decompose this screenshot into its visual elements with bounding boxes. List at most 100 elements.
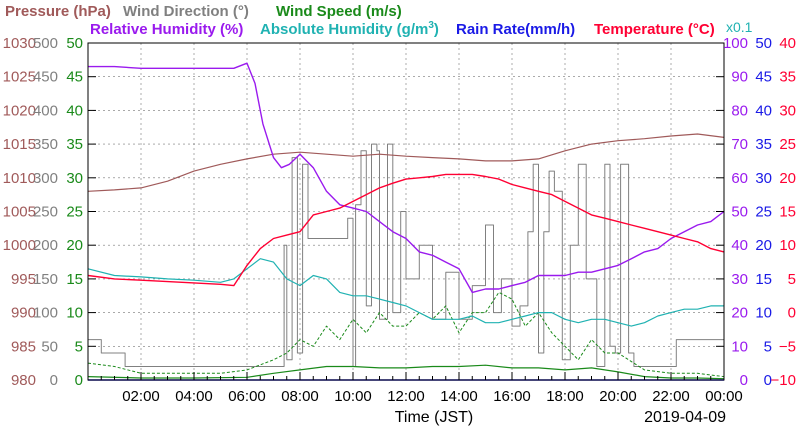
right-tick-rain_rate: 20 [755, 237, 772, 254]
legend-absolute-humidity-close: ) [434, 21, 439, 38]
right-tick-temperature: 30 [779, 102, 796, 119]
series-layer [87, 62, 725, 381]
right-tick-temperature: 5 [788, 271, 796, 288]
left-tick-wind_speed: 25 [66, 204, 83, 221]
left-axes: 1030102510201015101010051000995990985980… [3, 35, 96, 389]
x-tick-label: 00:00 [705, 388, 743, 405]
right-tick-relative_humidity: 20 [731, 305, 748, 322]
left-tick-pressure: 1010 [3, 170, 36, 187]
right-tick-rain_rate: 50 [755, 35, 772, 52]
left-tick-pressure: 1030 [3, 35, 36, 52]
right-tick-temperature: 40 [779, 35, 796, 52]
left-tick-wind_direction: 200 [33, 237, 58, 254]
series-pressure [87, 133, 725, 192]
left-tick-wind_direction: 450 [33, 69, 58, 86]
right-tick-rain_rate: 25 [755, 204, 772, 221]
legend-relative-humidity: Relative Humidity (%) [90, 21, 243, 38]
left-tick-wind_speed: 15 [66, 271, 83, 288]
right-tick-relative_humidity: 80 [731, 102, 748, 119]
left-tick-pressure: 995 [11, 271, 36, 288]
legend-absolute-humidity-label: Absolute Humidity (g/m [260, 21, 428, 38]
right-tick-rain_rate: 30 [755, 170, 772, 187]
left-tick-wind_speed: 35 [66, 136, 83, 153]
legend-temperature: Temperature (°C) [594, 21, 715, 38]
left-tick-pressure: 1005 [3, 204, 36, 221]
left-tick-pressure: 985 [11, 338, 36, 355]
left-tick-pressure: 1025 [3, 69, 36, 86]
x-axis-title: Time (JST) [395, 409, 474, 426]
date-label: 2019-04-09 [644, 409, 726, 426]
right-tick-relative_humidity: 0 [740, 372, 748, 389]
left-tick-wind_direction: 350 [33, 136, 58, 153]
x-tick-label: 04:00 [175, 388, 213, 405]
left-tick-wind_direction: 100 [33, 305, 58, 322]
right-tick-relative_humidity: 70 [731, 136, 748, 153]
left-tick-wind_speed: 10 [66, 305, 83, 322]
left-tick-wind_direction: 50 [41, 338, 58, 355]
x-tick-label: 22:00 [652, 388, 690, 405]
left-tick-wind_direction: 0 [50, 372, 58, 389]
series-wind-direction [88, 143, 724, 367]
grid [88, 43, 724, 380]
left-tick-wind_direction: 400 [33, 102, 58, 119]
left-tick-wind_speed: 40 [66, 102, 83, 119]
right-tick-rain_rate: 5 [764, 338, 772, 355]
left-tick-wind_direction: 250 [33, 204, 58, 221]
left-tick-pressure: 1000 [3, 237, 36, 254]
x-tick-label: 08:00 [281, 388, 319, 405]
legend-absolute-humidity-sup: 3 [428, 20, 434, 31]
right-tick-temperature: 10 [779, 237, 796, 254]
x-tick-label: 06:00 [228, 388, 266, 405]
x-tick-label: 20:00 [599, 388, 637, 405]
left-tick-wind_speed: 20 [66, 237, 83, 254]
right-tick-relative_humidity: 10 [731, 338, 748, 355]
legend-pressure: Pressure (hPa) [5, 3, 111, 20]
right-tick-temperature: 35 [779, 69, 796, 86]
right-tick-rain_rate: 10 [755, 305, 772, 322]
right-tick-temperature: −10 [771, 372, 796, 389]
right-tick-relative_humidity: 40 [731, 237, 748, 254]
left-tick-wind_direction: 300 [33, 170, 58, 187]
series-temperature [87, 173, 725, 287]
x-tick-label: 12:00 [387, 388, 425, 405]
series-absolute-humidity [87, 258, 724, 327]
series-wind-speed-avg [87, 364, 725, 380]
left-tick-wind_speed: 30 [66, 170, 83, 187]
right-tick-rain_rate: 15 [755, 271, 772, 288]
right-tick-temperature: −5 [779, 338, 796, 355]
series-relative-humidity [88, 62, 725, 294]
right-tick-temperature: 0 [788, 305, 796, 322]
x-tick-label: 14:00 [440, 388, 478, 405]
legend-absolute-humidity: Absolute Humidity (g/m3) [260, 20, 439, 38]
right-tick-rain_rate: 40 [755, 102, 772, 119]
left-tick-pressure: 1020 [3, 102, 36, 119]
right-tick-relative_humidity: 60 [731, 170, 748, 187]
left-tick-wind_speed: 0 [75, 372, 83, 389]
legend-wind-direction: Wind Direction (°) [123, 3, 249, 20]
right-tick-relative_humidity: 100 [723, 35, 748, 52]
right-axes: 1009080706050403020100504540353025201510… [716, 35, 796, 389]
x-tick-label: 02:00 [122, 388, 160, 405]
left-tick-wind_speed: 50 [66, 35, 83, 52]
x-axis: 02:00 04:00 06:00 08:00 10:00 12:00 14:00 16:00… [87, 372, 743, 405]
right-tick-relative_humidity: 90 [731, 69, 748, 86]
right-tick-rain_rate: 35 [755, 136, 772, 153]
left-tick-wind_direction: 500 [33, 35, 58, 52]
x-tick-label: 16:00 [493, 388, 531, 405]
left-tick-pressure: 1015 [3, 136, 36, 153]
left-tick-wind_direction: 150 [33, 271, 58, 288]
right-tick-temperature: 25 [779, 136, 796, 153]
left-tick-pressure: 990 [11, 305, 36, 322]
legend: Pressure (hPa) Wind Direction (°) Wind S… [5, 3, 753, 38]
left-tick-pressure: 980 [11, 372, 36, 389]
legend-wind-speed: Wind Speed (m/s) [276, 3, 402, 20]
legend-rain-rate: Rain Rate(mm/h) [456, 21, 575, 38]
right-tick-temperature: 20 [779, 170, 796, 187]
right-tick-rain_rate: 0 [764, 372, 772, 389]
right-tick-temperature: 15 [779, 204, 796, 221]
right-tick-relative_humidity: 30 [731, 271, 748, 288]
left-tick-wind_speed: 5 [75, 338, 83, 355]
right-tick-rain_rate: 45 [755, 69, 772, 86]
right-tick-relative_humidity: 50 [731, 204, 748, 221]
